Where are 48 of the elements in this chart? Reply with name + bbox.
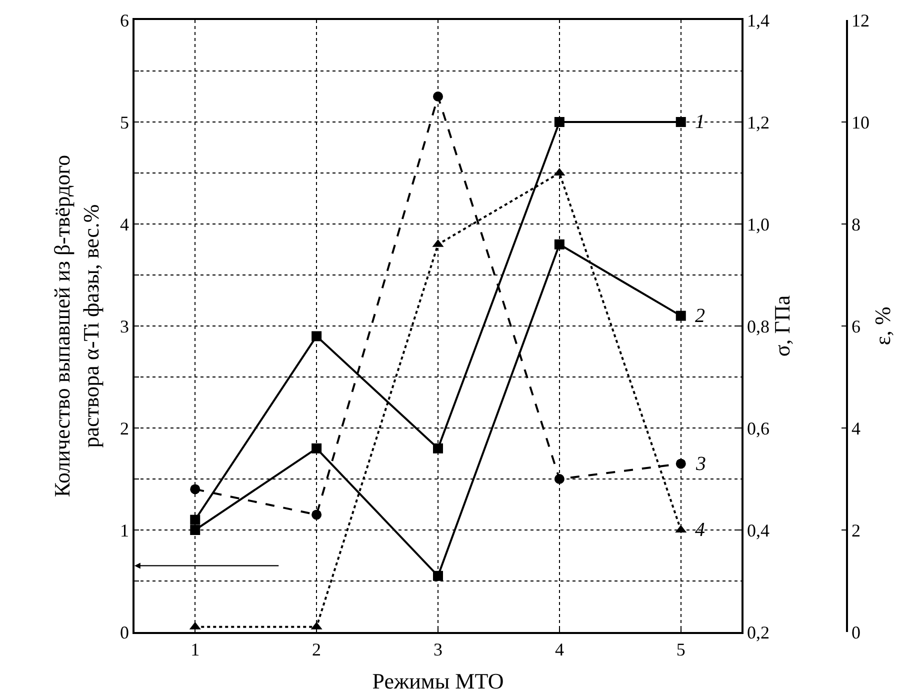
- point: [312, 443, 322, 454]
- x-tick-label: 1: [190, 639, 200, 660]
- series-label: 4: [695, 519, 705, 541]
- x-axis-title: Режимы МТО: [372, 668, 504, 694]
- y3-tick-label: 2: [852, 520, 861, 540]
- y2-tick-label: 1,0: [746, 214, 770, 234]
- y3-axis-title: ε, %: [870, 306, 895, 346]
- y2-tick-label: 0,4: [746, 520, 770, 540]
- y3-tick-label: 10: [852, 112, 870, 132]
- y2-tick-label: 1,4: [746, 10, 770, 30]
- series-label: 3: [695, 453, 706, 475]
- point: [676, 458, 686, 469]
- y2-tick-label: 1,2: [746, 112, 770, 132]
- x-tick-label: 2: [312, 639, 322, 660]
- y-tick-label: 0: [120, 622, 130, 642]
- y2-axis-title: σ, ГПа: [769, 295, 794, 357]
- series-label: 2: [695, 305, 705, 327]
- point: [676, 310, 686, 321]
- y2-tick-label: 0,2: [746, 622, 770, 642]
- y-tick-label: 2: [120, 418, 130, 438]
- point: [190, 514, 200, 525]
- point: [312, 331, 322, 342]
- y3-tick-label: 12: [852, 10, 870, 30]
- point: [554, 474, 564, 484]
- x-tick-label: 5: [676, 639, 686, 660]
- y3-tick-label: 8: [852, 214, 861, 234]
- x-tick-label: 4: [554, 639, 564, 660]
- point: [312, 510, 322, 520]
- y3-tick-label: 4: [852, 418, 861, 438]
- point: [433, 92, 443, 102]
- y-tick-label: 6: [120, 10, 130, 30]
- x-tick-label: 3: [434, 639, 442, 660]
- point: [433, 570, 443, 581]
- y-tick-label: 5: [120, 112, 130, 132]
- y-axis-title: Количество выпавшей из β-твёрдого раствора α-Ti фазы, вес.%: [50, 154, 104, 498]
- point: [190, 525, 200, 535]
- point: [190, 484, 200, 494]
- point: [554, 117, 564, 127]
- y2-tick-label: 0,6: [746, 418, 770, 438]
- point: [433, 443, 443, 454]
- y-tick-label: 3: [120, 316, 130, 336]
- y-tick-label: 4: [120, 214, 130, 234]
- point: [676, 117, 686, 127]
- y3-tick-label: 0: [852, 622, 861, 642]
- y-tick-label: 1: [120, 520, 130, 540]
- y2-tick-label: 0,8: [746, 316, 770, 336]
- y3-tick-label: 6: [852, 316, 861, 336]
- point: [554, 239, 564, 250]
